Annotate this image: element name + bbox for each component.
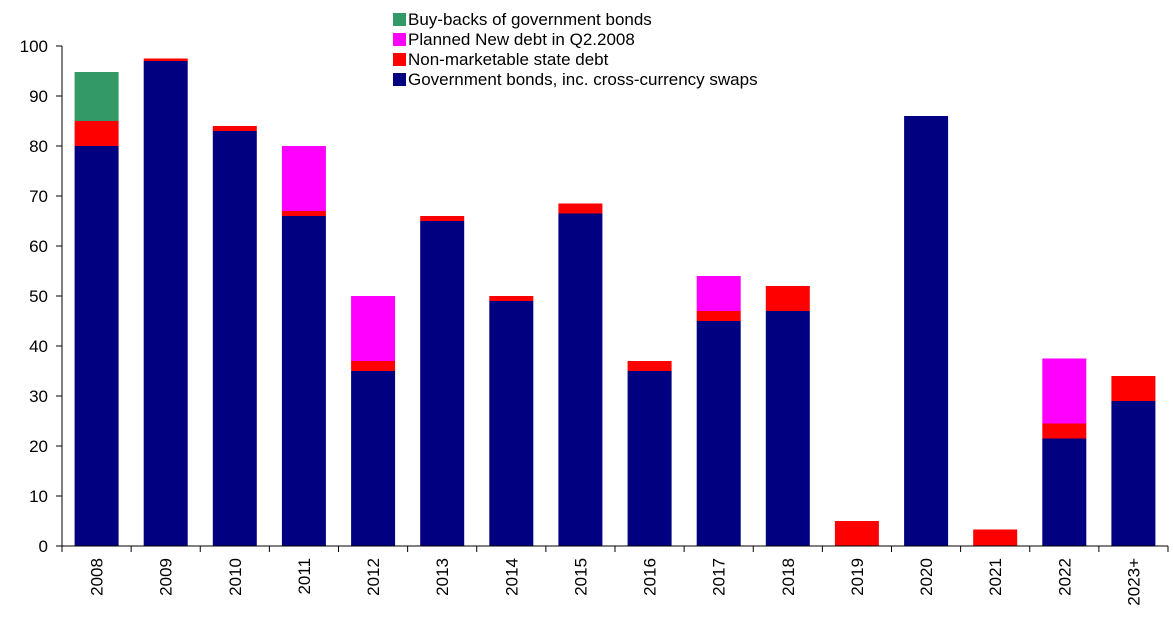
x-tick-label-2020: 2020	[917, 558, 936, 596]
legend-label-2: Non-marketable state debt	[408, 50, 609, 69]
y-tick-label-70: 70	[29, 187, 48, 206]
x-tick-label-2022: 2022	[1055, 558, 1074, 596]
bar-segment-2023+-series-0	[1111, 401, 1156, 546]
bar-segment-2017-series-1	[696, 311, 741, 321]
bars-layer	[74, 58, 1156, 546]
bar-segment-2008-series-0	[74, 146, 119, 546]
bar-segment-2022-series-0	[1042, 438, 1087, 546]
y-tick-label-60: 60	[29, 237, 48, 256]
y-tick-label-80: 80	[29, 137, 48, 156]
legend-label-1: Planned New debt in Q2.2008	[408, 30, 635, 49]
legend-label-0: Buy-backs of government bonds	[408, 10, 652, 29]
x-tick-label-2010: 2010	[226, 558, 245, 596]
y-tick-label-0: 0	[39, 537, 48, 556]
bar-segment-2011-series-2	[281, 146, 326, 211]
bar-segment-2018-series-1	[765, 286, 810, 311]
x-tick-label-2014: 2014	[502, 558, 521, 596]
bar-segment-2013-series-0	[420, 221, 465, 546]
x-tick-label-2015: 2015	[571, 558, 590, 596]
bar-segment-2012-series-1	[351, 361, 396, 371]
y-tick-label-100: 100	[20, 37, 48, 56]
bar-segment-2009-series-1	[143, 58, 188, 61]
x-tick-label-2023+: 2023+	[1124, 558, 1143, 606]
bar-segment-2018-series-0	[765, 311, 810, 546]
bar-segment-2008-series-3	[74, 72, 119, 121]
bar-segment-2012-series-2	[351, 296, 396, 361]
x-tick-label-2018: 2018	[779, 558, 798, 596]
legend-label-3: Government bonds, inc. cross-currency sw…	[408, 70, 758, 89]
bar-segment-2010-series-0	[212, 131, 257, 546]
bar-segment-2013-series-1	[420, 216, 465, 221]
x-tick-label-2011: 2011	[295, 558, 314, 595]
bar-segment-2017-series-0	[696, 321, 741, 546]
bar-segment-2011-series-0	[281, 216, 326, 546]
legend-swatch-3	[393, 73, 406, 86]
bar-segment-2022-series-1	[1042, 423, 1087, 439]
bar-segment-2016-series-1	[627, 361, 672, 371]
bar-segment-2010-series-1	[212, 126, 257, 131]
bar-segment-2009-series-0	[143, 61, 188, 546]
bar-segment-2022-series-2	[1042, 358, 1087, 424]
y-tick-label-90: 90	[29, 87, 48, 106]
bar-segment-2020-series-0	[904, 116, 949, 546]
y-tick-label-50: 50	[29, 287, 48, 306]
y-tick-label-10: 10	[29, 487, 48, 506]
y-tick-label-20: 20	[29, 437, 48, 456]
bar-segment-2019-series-1	[834, 521, 879, 546]
axes-layer: 0 10 20 30 40 50 60 70 80 90 100 2008 2009 2010 2011 20…	[20, 37, 1169, 606]
bar-segment-2017-series-2	[696, 276, 741, 311]
x-tick-label-2019: 2019	[848, 558, 867, 596]
bar-segment-2015-series-1	[558, 203, 603, 214]
legend-swatch-2	[393, 53, 406, 66]
x-tick-label-2013: 2013	[433, 558, 452, 596]
bar-segment-2015-series-0	[558, 213, 603, 546]
x-tick-label-2017: 2017	[710, 558, 729, 596]
legend-swatch-0	[393, 13, 406, 26]
x-tick-label-2008: 2008	[88, 558, 107, 596]
bar-segment-2008-series-1	[74, 121, 119, 146]
bar-segment-2023+-series-1	[1111, 376, 1156, 401]
y-tick-label-40: 40	[29, 337, 48, 356]
bar-segment-2014-series-1	[489, 296, 534, 301]
y-tick-label-30: 30	[29, 387, 48, 406]
legend-swatch-1	[393, 33, 406, 46]
x-tick-label-2016: 2016	[641, 558, 660, 596]
bar-segment-2014-series-0	[489, 301, 534, 546]
x-tick-label-2012: 2012	[364, 558, 383, 596]
x-tick-label-2021: 2021	[986, 558, 1005, 596]
bar-segment-2021-series-1	[973, 529, 1018, 546]
bar-segment-2016-series-0	[627, 371, 672, 546]
bar-segment-2011-series-1	[281, 211, 326, 216]
x-tick-label-2009: 2009	[157, 558, 176, 596]
bar-segment-2012-series-0	[351, 371, 396, 546]
